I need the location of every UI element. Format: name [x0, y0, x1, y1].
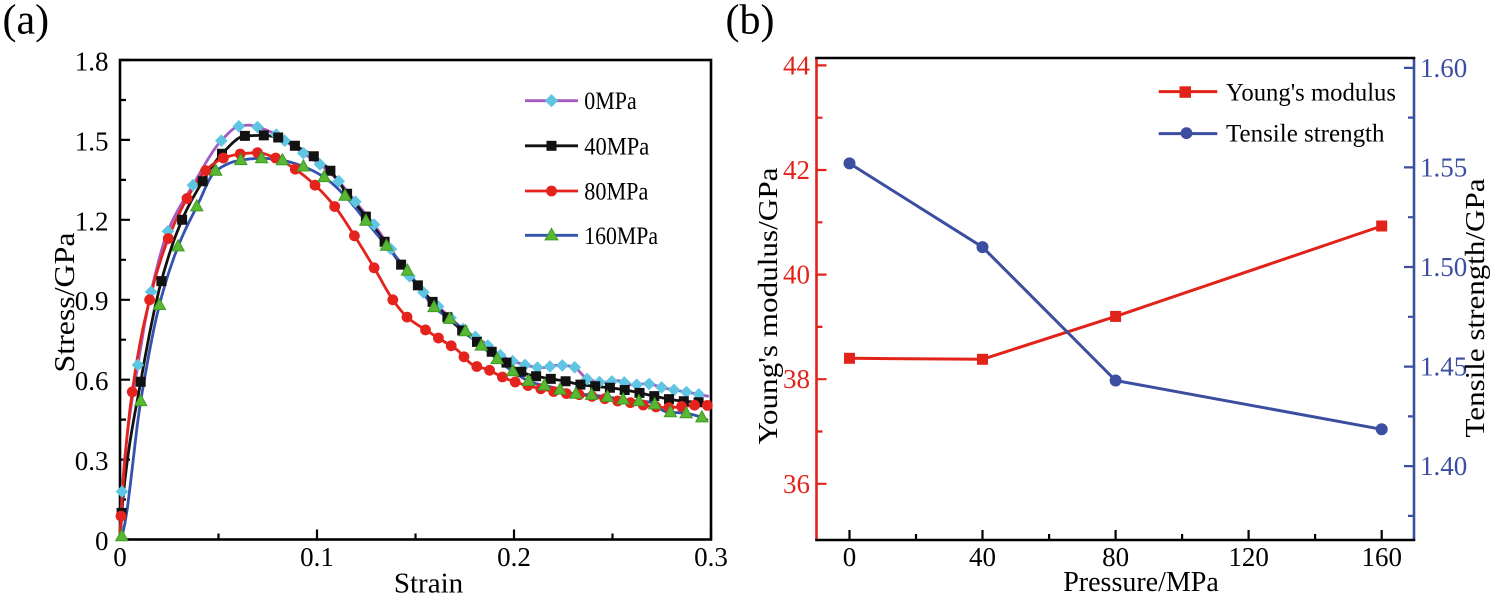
svg-text:1.40: 1.40: [1420, 451, 1467, 481]
svg-text:44: 44: [783, 50, 811, 80]
svg-text:0: 0: [843, 542, 857, 572]
svg-text:80: 80: [1102, 542, 1129, 572]
svg-text:Young's modulus/GPa: Young's modulus/GPa: [753, 167, 783, 444]
svg-text:0.6: 0.6: [75, 366, 109, 396]
svg-text:40MPa: 40MPa: [584, 133, 649, 160]
svg-text:160MPa: 160MPa: [584, 223, 658, 250]
svg-text:0.2: 0.2: [497, 542, 531, 572]
svg-text:38: 38: [783, 364, 810, 394]
svg-text:(a): (a): [3, 0, 50, 44]
svg-text:1.55: 1.55: [1420, 152, 1467, 182]
svg-text:1.60: 1.60: [1420, 53, 1467, 83]
svg-text:Tensile strength/GPa: Tensile strength/GPa: [1460, 178, 1490, 437]
svg-text:120: 120: [1228, 542, 1269, 572]
svg-text:Stress/GPa: Stress/GPa: [50, 232, 81, 373]
svg-text:0: 0: [113, 542, 127, 572]
svg-text:40: 40: [783, 260, 810, 290]
svg-text:0.1: 0.1: [300, 542, 334, 572]
svg-text:1.50: 1.50: [1420, 252, 1467, 282]
svg-text:0.3: 0.3: [75, 446, 109, 476]
svg-text:36: 36: [783, 469, 810, 499]
svg-text:0.3: 0.3: [694, 542, 728, 572]
svg-text:0MPa: 0MPa: [584, 88, 636, 115]
svg-text:0: 0: [95, 526, 109, 556]
svg-text:42: 42: [783, 155, 810, 185]
svg-text:160: 160: [1361, 542, 1402, 572]
svg-text:Pressure/MPa: Pressure/MPa: [1063, 567, 1219, 598]
svg-text:80MPa: 80MPa: [584, 179, 648, 206]
svg-text:Tensile strength: Tensile strength: [1226, 121, 1385, 148]
svg-text:40: 40: [969, 542, 996, 572]
svg-text:1.8: 1.8: [75, 47, 109, 77]
svg-text:0.9: 0.9: [75, 286, 109, 316]
svg-text:Young's modulus: Young's modulus: [1226, 80, 1396, 107]
svg-text:1.5: 1.5: [75, 126, 109, 156]
svg-text:1.45: 1.45: [1420, 352, 1467, 382]
svg-text:Strain: Strain: [394, 568, 464, 600]
svg-text:1.2: 1.2: [75, 206, 109, 236]
svg-text:(b): (b): [726, 0, 775, 44]
